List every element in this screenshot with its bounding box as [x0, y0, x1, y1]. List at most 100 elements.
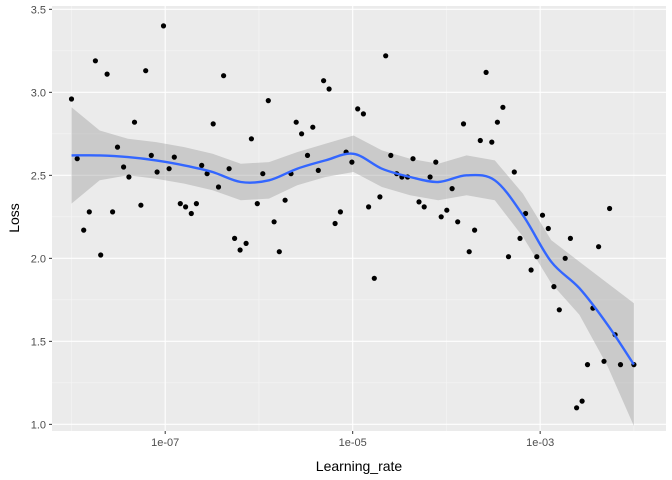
data-point: [421, 204, 427, 210]
data-point: [193, 201, 199, 207]
data-point: [337, 209, 343, 215]
data-point: [138, 202, 144, 208]
data-point: [433, 159, 439, 165]
data-point: [355, 106, 361, 112]
data-point: [92, 58, 98, 64]
data-point: [221, 73, 227, 79]
data-point: [460, 121, 467, 127]
confidence-band: [71, 107, 634, 427]
data-point: [410, 156, 416, 162]
data-point: [505, 254, 512, 260]
data-point: [528, 267, 534, 273]
x-tick-label: 1e-07: [151, 437, 179, 449]
y-tick-label: 3.0: [31, 87, 46, 99]
data-point: [617, 362, 624, 368]
data-point: [310, 124, 316, 130]
data-point: [332, 220, 338, 227]
data-point: [114, 144, 121, 150]
data-point: [177, 201, 183, 207]
data-point: [449, 186, 455, 192]
data-point: [567, 235, 574, 241]
data-point: [86, 209, 92, 215]
data-point: [148, 152, 154, 158]
data-point: [371, 275, 377, 281]
data-point: [204, 171, 210, 177]
data-point: [545, 225, 551, 232]
data-point: [388, 152, 394, 158]
data-point: [349, 159, 355, 165]
data-point: [154, 169, 160, 175]
data-point: [143, 68, 149, 74]
data-point: [260, 171, 266, 177]
data-point: [523, 210, 529, 217]
data-point: [444, 207, 450, 213]
data-point: [265, 98, 271, 104]
data-point: [98, 252, 104, 258]
data-point: [237, 247, 243, 253]
data-point: [254, 201, 260, 207]
data-point: [315, 167, 321, 173]
data-point: [601, 358, 607, 364]
data-point: [517, 235, 523, 241]
minor-gridlines: [52, 6, 666, 431]
data-point: [579, 398, 585, 404]
data-point: [188, 210, 194, 217]
data-point: [293, 119, 299, 125]
y-tick-label: 1.0: [31, 419, 46, 431]
data-point: [534, 254, 540, 260]
data-point: [383, 53, 389, 59]
data-point: [477, 137, 483, 144]
data-point: [438, 214, 444, 220]
data-point: [121, 164, 127, 170]
x-tick-label: 1e-05: [339, 437, 367, 449]
data-point: [171, 154, 177, 160]
data-point: [556, 307, 562, 313]
data-point: [455, 219, 461, 225]
data-point: [511, 169, 517, 175]
y-axis-ticks: 1.0 1.5 2.0 2.5 3.0 3.5: [31, 4, 52, 431]
data-point: [326, 86, 332, 92]
y-tick-label: 1.5: [31, 336, 46, 348]
data-point: [243, 240, 249, 246]
data-point: [489, 139, 495, 145]
data-point: [232, 235, 238, 241]
data-point: [282, 197, 288, 203]
data-point: [299, 131, 305, 137]
data-point: [81, 227, 87, 233]
data-point: [551, 284, 557, 290]
data-point: [596, 244, 602, 250]
y-tick-label: 2.0: [31, 253, 46, 265]
data-point: [483, 69, 489, 75]
plot-panel: [52, 6, 666, 431]
data-point: [366, 204, 372, 210]
data-point: [472, 227, 478, 233]
data-point: [131, 119, 138, 125]
y-tick-label: 2.5: [31, 170, 46, 182]
y-tick-label: 3.5: [31, 4, 46, 16]
x-axis-title: Learning_rate: [316, 458, 403, 474]
data-point: [126, 174, 132, 180]
data-point: [304, 152, 311, 158]
data-point: [74, 156, 80, 162]
data-point: [248, 136, 254, 142]
data-point: [271, 219, 277, 225]
data-point: [494, 119, 500, 125]
data-point: [500, 104, 506, 110]
data-point: [276, 249, 282, 255]
data-point: [377, 194, 383, 200]
data-points: [68, 23, 637, 411]
smooth-trend-line: [71, 152, 635, 366]
data-point: [110, 209, 116, 215]
data-point: [607, 205, 613, 212]
data-point: [183, 204, 189, 210]
major-gridlines: [52, 6, 666, 431]
y-axis-title: Loss: [6, 203, 22, 233]
data-point: [226, 166, 232, 172]
data-point: [574, 405, 580, 411]
data-point: [68, 96, 75, 102]
data-point: [199, 162, 205, 168]
data-point: [562, 255, 568, 261]
data-point: [360, 111, 366, 117]
data-point: [210, 121, 216, 127]
